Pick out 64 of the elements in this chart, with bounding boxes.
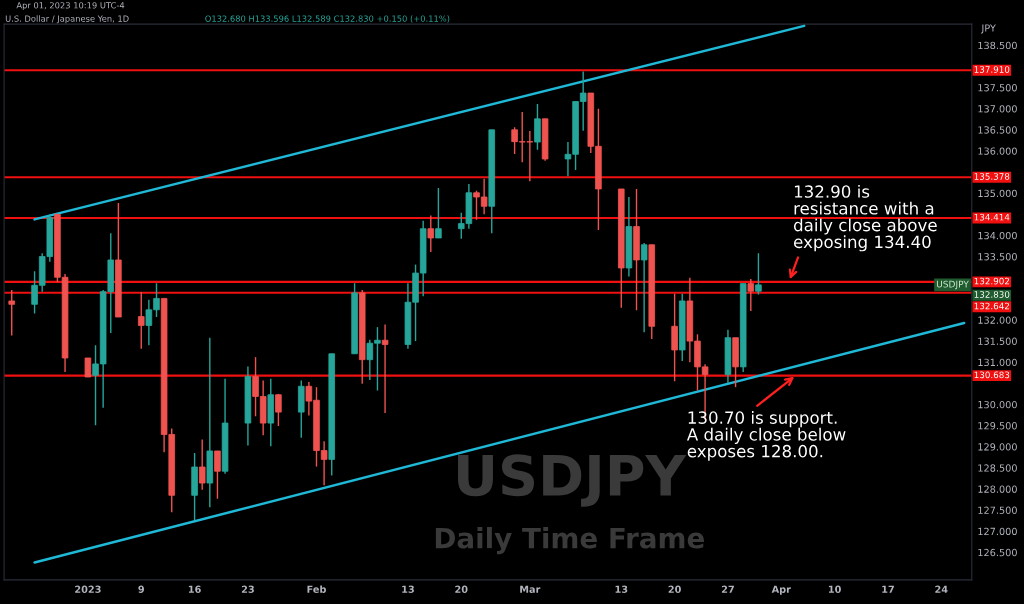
y-tick-label: 127.000 xyxy=(978,527,1017,536)
y-tick-label: 128.500 xyxy=(978,464,1017,472)
candlestick xyxy=(214,450,221,500)
candlestick xyxy=(84,357,92,378)
annotation: USDJPY xyxy=(936,280,969,290)
x-tick-label: 13 xyxy=(402,585,414,593)
y-tick-label: 132.000 xyxy=(978,316,1017,324)
chart-subtitle: O132.680 H133.596 L132.589 C132.830 +0.150 (+0.11%) xyxy=(205,15,450,23)
text: Apr 01, 2023 10:19 UTC-4 xyxy=(16,2,125,11)
y-tick-label: 136.500 xyxy=(978,126,1017,134)
candlestick xyxy=(137,291,145,350)
candlestick xyxy=(435,187,442,239)
x-tick-label: 20 xyxy=(668,585,681,593)
ref-line-label: 137.910 xyxy=(974,66,1010,73)
ref-line-label: 132.902 xyxy=(974,277,1010,285)
x-tick-label: Feb xyxy=(307,585,326,593)
y-tick-label: 137.000 xyxy=(978,105,1017,113)
ref-line-label: 135.378 xyxy=(974,173,1010,180)
y-tick-label: 133.500 xyxy=(978,253,1017,261)
annotation: 130.70 is support. A daily close below exposes 128.00. xyxy=(686,411,846,461)
ref-line-label: 132.642 xyxy=(974,302,1010,310)
y-tick-label: 129.500 xyxy=(978,422,1017,430)
annotation: Daily Time Frame xyxy=(435,527,704,555)
y-tick-label: 131.500 xyxy=(978,337,1017,345)
ref-line-label: 130.683 xyxy=(974,371,1010,379)
candlestick xyxy=(275,393,282,427)
y-tick-label: 129.000 xyxy=(978,443,1017,451)
x-tick-label: 23 xyxy=(241,585,254,593)
candlestick xyxy=(427,214,435,253)
y-tick-label: 136.000 xyxy=(978,147,1017,155)
candlestick xyxy=(8,289,15,337)
x-tick-label: 2023 xyxy=(75,585,101,593)
x-tick-label: 17 xyxy=(882,585,894,593)
candlestick xyxy=(198,438,206,491)
candlestick xyxy=(671,293,678,382)
candlestick xyxy=(747,278,755,312)
x-tick-label: 9 xyxy=(138,585,145,593)
candlestick xyxy=(381,323,389,414)
chart-title: U.S. Dollar / Japanese Yen, 1D xyxy=(5,15,129,24)
x-tick-label: 13 xyxy=(615,585,628,593)
x-tick-label: 20 xyxy=(455,585,468,593)
x-tick-label: Apr xyxy=(771,585,791,595)
ref-line-label: 134.414 xyxy=(974,213,1010,221)
y-tick-label: 134.000 xyxy=(978,231,1017,240)
candlestick xyxy=(640,242,648,333)
y-tick-label: 131.000 xyxy=(978,358,1017,367)
y-tick-label: 128.000 xyxy=(978,485,1017,493)
y-tick-label: 126.500 xyxy=(978,548,1017,557)
y-tick-label: 135.000 xyxy=(978,189,1017,198)
annotation: USDJPY xyxy=(458,454,687,507)
annotation: 132.830 xyxy=(974,291,1010,298)
candlestick xyxy=(534,103,541,151)
x-tick-label: 16 xyxy=(188,585,201,593)
y-tick-label: 137.500 xyxy=(978,84,1017,92)
y-tick-label: 130.000 xyxy=(978,400,1017,409)
x-tick-label: Mar xyxy=(520,585,541,593)
x-tick-label: 10 xyxy=(828,585,841,593)
y-axis-title: JPY xyxy=(980,24,996,34)
annotation: 132.90 is resistance with a daily close above exposing 134.40 xyxy=(793,184,937,252)
candlestick xyxy=(755,252,762,296)
y-tick-label: 127.500 xyxy=(978,506,1017,514)
x-tick-label: 27 xyxy=(721,585,734,593)
x-tick-label: 24 xyxy=(935,585,948,593)
y-tick-label: 138.500 xyxy=(978,41,1017,50)
